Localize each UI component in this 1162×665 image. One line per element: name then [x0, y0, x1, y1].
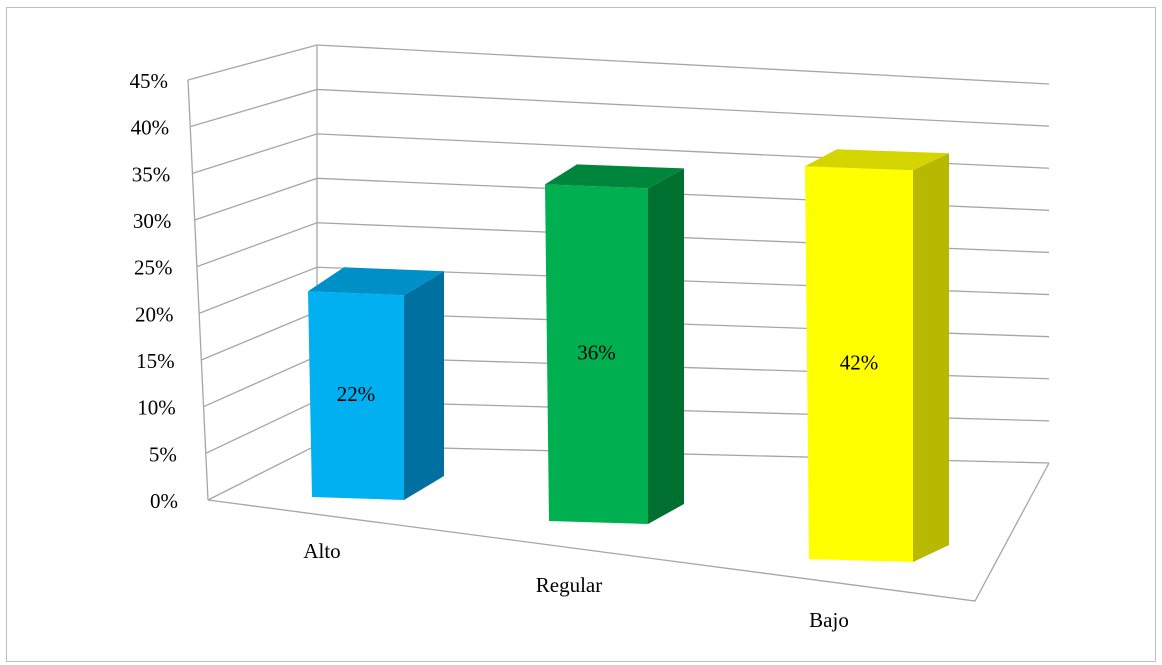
bar-front-alto [308, 291, 404, 500]
y-tick-label: 45% [130, 69, 169, 93]
bar-top-alto [308, 267, 444, 296]
y-tick-label: 10% [137, 396, 176, 420]
floor-outline [207, 462, 1050, 602]
data-label: 36% [577, 341, 616, 365]
x-category-label: Regular [536, 573, 602, 597]
y-tick-label: 40% [131, 116, 170, 140]
x-axis-category-labels: Alto Regular Bajo [303, 539, 849, 632]
y-tick-label: 20% [135, 302, 174, 326]
y-axis-line [187, 79, 209, 501]
bars [308, 149, 949, 563]
bar-front-bajo [805, 166, 913, 563]
bar-side-bajo [913, 153, 949, 563]
bar-front-regular [545, 184, 648, 524]
y-tick-label: 35% [132, 162, 171, 186]
data-labels: 22% 36% 42% [337, 341, 879, 406]
data-label: 42% [840, 351, 879, 375]
bar-side-alto [404, 271, 444, 500]
y-tick-label: 30% [133, 209, 172, 233]
bar-side-regular [648, 168, 684, 524]
bar-top-regular [545, 164, 684, 189]
y-tick-label: 15% [136, 349, 175, 373]
bar-top-bajo [805, 149, 949, 171]
x-category-label: Alto [303, 539, 340, 563]
data-label: 22% [337, 382, 376, 406]
y-tick-label: 0% [150, 489, 178, 513]
y-tick-label: 25% [134, 256, 173, 280]
y-axis-tick-labels: 0% 5% 10% 15% 20% 25% 30% 35% 40% 45% [130, 69, 179, 513]
x-category-label: Bajo [809, 608, 849, 632]
gridline-40 [190, 88, 1050, 128]
y-tick-label: 5% [149, 442, 177, 466]
